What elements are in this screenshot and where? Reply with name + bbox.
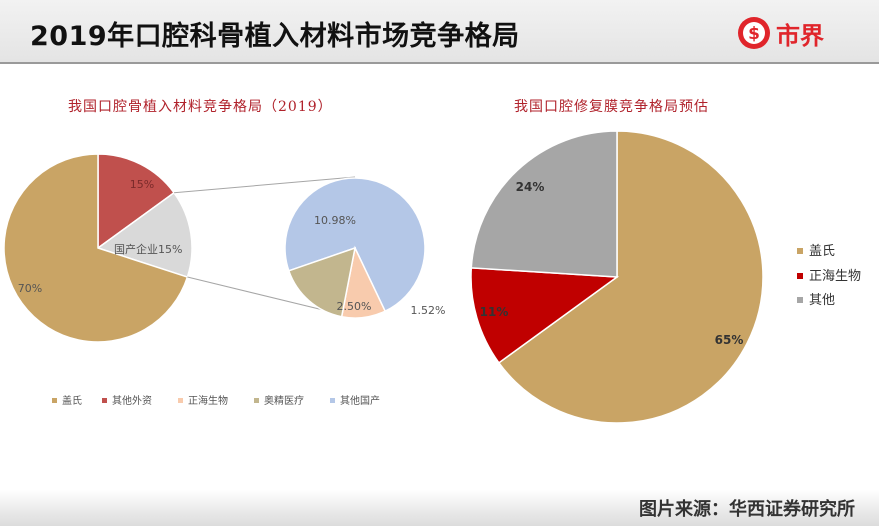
legend3-swatch-1 xyxy=(797,273,803,279)
pie3-slice-0 xyxy=(497,130,764,424)
pie3-slice-1 xyxy=(470,267,620,364)
legend1-label-0: 盖氏 xyxy=(62,394,82,407)
legend1-label-2: 正海生物 xyxy=(188,394,228,407)
footer-bar xyxy=(0,490,879,526)
header-divider xyxy=(0,62,879,64)
legend1-swatch-1 xyxy=(102,398,107,403)
chart-title-bone-graft: 我国口腔骨植入材料竞争格局（2019） xyxy=(68,99,333,115)
chart-title-membrane: 我国口腔修复膜竞争格局预估 xyxy=(514,99,709,115)
pie1-slice-0 xyxy=(3,153,189,343)
logo: $ 市界 xyxy=(737,13,824,53)
legend1-swatch-4 xyxy=(330,398,335,403)
pie2-slice-0 xyxy=(284,177,426,313)
pie2-slice-2 xyxy=(287,246,356,318)
legend1-swatch-2 xyxy=(178,398,183,403)
legend1-label-3: 奥精医疗 xyxy=(264,394,304,407)
source-note: 图片来源：华西证券研究所 xyxy=(639,499,855,520)
pie1-slice-1 xyxy=(97,153,176,250)
legend3-label-2: 其他 xyxy=(809,293,835,308)
pie1-data-label-2: 国产企业15% xyxy=(114,242,182,256)
legend1-swatch-3 xyxy=(254,398,259,403)
logo-icon: $ xyxy=(738,17,770,49)
pie2-data-label-1: 1.52% xyxy=(411,304,446,317)
pie1-data-label-1: 15% xyxy=(130,178,154,191)
legend1-label-4: 其他国产 xyxy=(340,394,380,407)
header-bar xyxy=(0,0,879,62)
pie1-slice-2 xyxy=(96,191,193,278)
connector-line-top xyxy=(174,176,356,194)
svg-text:$: $ xyxy=(748,24,760,44)
legend3-label-1: 正海生物 xyxy=(809,269,861,284)
pie2-data-label-2: 2.50% xyxy=(337,300,372,313)
pie2-data-label-0: 10.98% xyxy=(314,214,356,227)
legend1-swatch-0 xyxy=(52,398,57,403)
page-title: 2019年口腔科骨植入材料市场竞争格局 xyxy=(30,21,520,52)
legend3-swatch-0 xyxy=(797,248,803,254)
pie3-data-label-0: 65% xyxy=(715,333,744,347)
pie3-slice-2 xyxy=(470,130,618,278)
pie3-data-label-2: 24% xyxy=(516,180,545,194)
legend1-label-1: 其他外资 xyxy=(112,394,152,407)
legend3-swatch-2 xyxy=(797,297,803,303)
logo-text: 市界 xyxy=(776,21,824,50)
pie3-data-label-1: 11% xyxy=(480,305,509,319)
legend3-label-0: 盖氏 xyxy=(809,244,835,259)
pie1-data-label-0: 70% xyxy=(18,282,42,295)
